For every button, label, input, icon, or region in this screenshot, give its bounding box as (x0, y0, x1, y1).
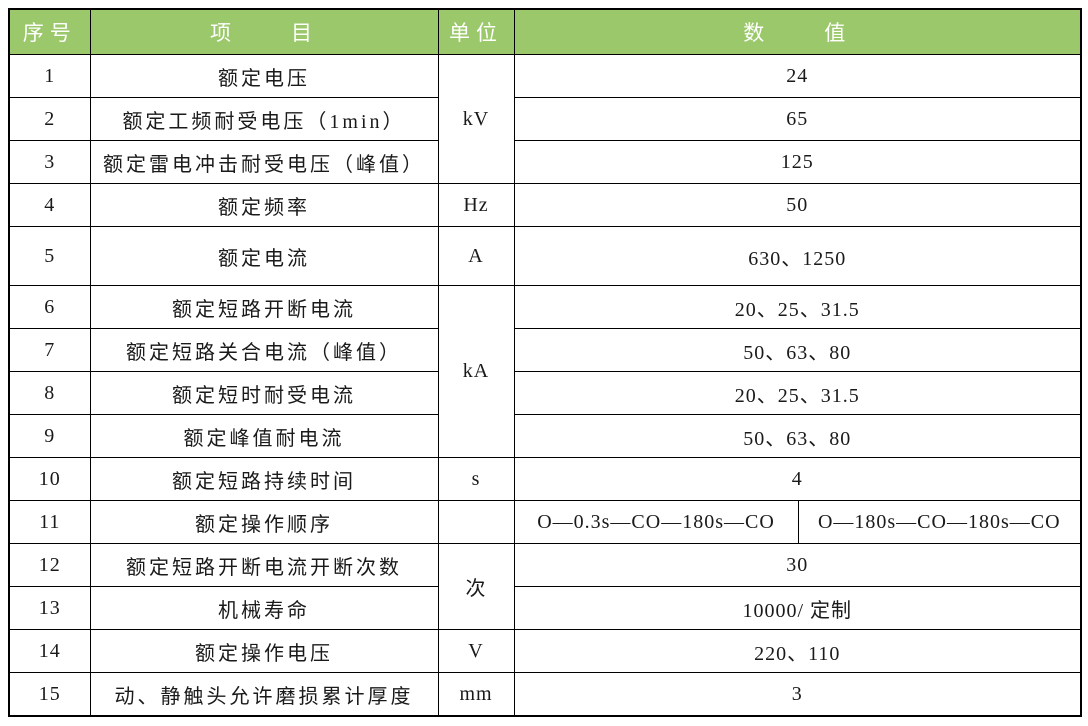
row-number-cell: 2 (8, 97, 91, 141)
value-cell: 20、25、31.5 (513, 285, 1082, 329)
item-cell: 额定雷电冲击耐受电压（峰值） (89, 140, 439, 184)
value-cell: 630、1250 (513, 226, 1082, 286)
table-row: 15 动、静触头允许磨损累计厚度 mm 3 (8, 672, 1082, 717)
value-cell-left: O—0.3s—CO—180s—CO (513, 500, 799, 544)
item-cell: 额定电压 (89, 54, 439, 98)
unit-cell (437, 500, 515, 544)
unit-cell: V (437, 629, 515, 673)
header-row: 序号 项 目 单位 数 值 (8, 8, 1082, 55)
header-item: 项 目 (89, 8, 439, 55)
table-row: 8 额定短时耐受电流 20、25、31.5 (8, 371, 1082, 415)
item-cell: 额定操作顺序 (89, 500, 439, 544)
item-cell: 额定峰值耐电流 (89, 414, 439, 458)
value-cell: 24 (513, 54, 1082, 98)
row-number-cell: 1 (8, 54, 91, 98)
value-cell: 20、25、31.5 (513, 371, 1082, 415)
value-cell: 3 (513, 672, 1082, 717)
value-cell-right: O—180s—CO—180s—CO (797, 500, 1082, 544)
row-number-cell: 10 (8, 457, 91, 501)
row-number-cell: 3 (8, 140, 91, 184)
table-row: 11 额定操作顺序 O—0.3s—CO—180s—CO O—180s—CO—18… (8, 500, 1082, 544)
value-cell: 65 (513, 97, 1082, 141)
table-row: 10 额定短路持续时间 s 4 (8, 457, 1082, 501)
row-number-cell: 14 (8, 629, 91, 673)
row-number-cell: 6 (8, 285, 91, 329)
row-number-cell: 9 (8, 414, 91, 458)
unit-cell: kA (437, 285, 515, 458)
item-cell: 额定频率 (89, 183, 439, 227)
value-cell: 125 (513, 140, 1082, 184)
table-row: 3 额定雷电冲击耐受电压（峰值） 125 (8, 140, 1082, 184)
table-row: 9 额定峰值耐电流 50、63、80 (8, 414, 1082, 458)
row-number-cell: 13 (8, 586, 91, 630)
item-cell: 额定工频耐受电压（1min） (89, 97, 439, 141)
table-row: 5 额定电流 A 630、1250 (8, 226, 1082, 286)
table-row: 2 额定工频耐受电压（1min） 65 (8, 97, 1082, 141)
item-cell: 额定短路开断电流 (89, 285, 439, 329)
table-row: 14 额定操作电压 V 220、110 (8, 629, 1082, 673)
value-cell: 50 (513, 183, 1082, 227)
row-number-cell: 4 (8, 183, 91, 227)
table-row: 7 额定短路关合电流（峰值） 50、63、80 (8, 328, 1082, 372)
unit-cell: mm (437, 672, 515, 717)
row-number-cell: 15 (8, 672, 91, 717)
row-number-cell: 11 (8, 500, 91, 544)
item-cell: 额定短路开断电流开断次数 (89, 543, 439, 587)
table-row: 1 额定电压 kV 24 (8, 54, 1082, 184)
value-cell: 50、63、80 (513, 328, 1082, 372)
value-cell: 30 (513, 543, 1082, 587)
header-unit: 单位 (437, 8, 515, 55)
item-cell: 额定操作电压 (89, 629, 439, 673)
value-cell: 50、63、80 (513, 414, 1082, 458)
row-number-cell: 7 (8, 328, 91, 372)
header-value: 数 值 (513, 8, 1082, 55)
table-row: 6 额定短路开断电流 kA 20、25、31.5 (8, 285, 1082, 458)
unit-cell: kV (437, 54, 515, 184)
table-row: 4 额定频率 Hz 50 (8, 183, 1082, 227)
unit-cell: A (437, 226, 515, 286)
header-no: 序号 (8, 8, 91, 55)
value-cell: 4 (513, 457, 1082, 501)
item-cell: 额定短路关合电流（峰值） (89, 328, 439, 372)
value-cell: 220、110 (513, 629, 1082, 673)
row-number-cell: 12 (8, 543, 91, 587)
item-cell: 额定电流 (89, 226, 439, 286)
item-cell: 动、静触头允许磨损累计厚度 (89, 672, 439, 717)
table-row: 13 机械寿命 10000/ 定制 (8, 586, 1082, 630)
value-cell: 10000/ 定制 (513, 586, 1082, 630)
unit-cell: Hz (437, 183, 515, 227)
item-cell: 额定短路持续时间 (89, 457, 439, 501)
row-number-cell: 8 (8, 371, 91, 415)
unit-cell: 次 (437, 543, 515, 630)
spec-table: 序号 项 目 单位 数 值 1 额定电压 kV 24 2 额定工频耐受电压（1m… (8, 8, 1082, 717)
item-cell: 机械寿命 (89, 586, 439, 630)
table-row: 12 额定短路开断电流开断次数 次 30 (8, 543, 1082, 630)
item-cell: 额定短时耐受电流 (89, 371, 439, 415)
row-number-cell: 5 (8, 226, 91, 286)
unit-cell: s (437, 457, 515, 501)
